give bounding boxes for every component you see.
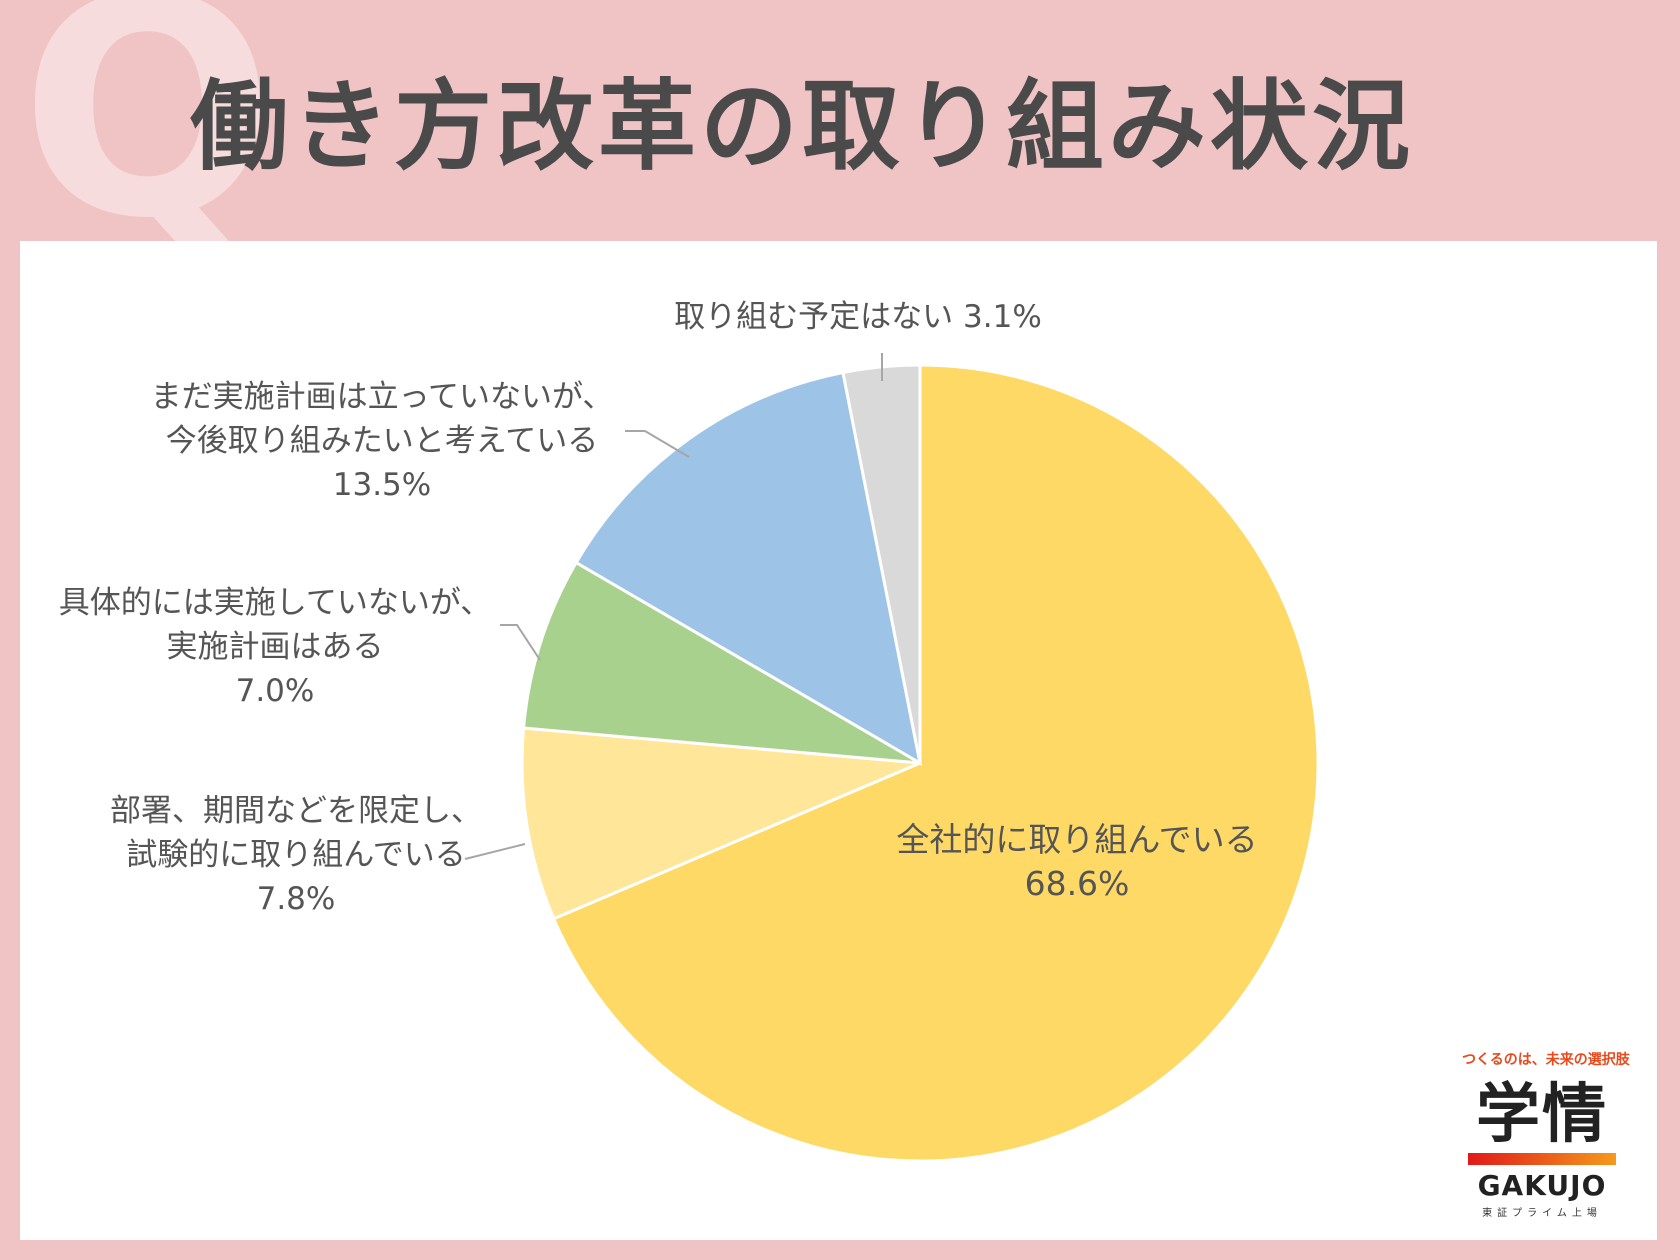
slice-label-5: 取り組む予定はない 3.1% xyxy=(674,299,1042,335)
logo-bar xyxy=(1468,1153,1616,1165)
chart-panel: 全社的に取り組んでいる 68.6% 部署、期間などを限定し、試験的に取り組んでいる 7… xyxy=(20,241,1657,1240)
pie-slice-1 xyxy=(551,363,1320,1163)
slice-label-4: まだ実施計画は立っていないが、今後取り組みたいと考えている 13.5% xyxy=(151,379,614,503)
logo-tagline: つくるのは、未来の選択肢 xyxy=(1462,1052,1630,1068)
q-mark: Q xyxy=(20,0,276,284)
logo-sub: 東証プライム上場 xyxy=(1482,1208,1602,1219)
page-title: 働き方改革の取り組み状況 xyxy=(190,70,1415,184)
pie-chart: 全社的に取り組んでいる 68.6% 部署、期間などを限定し、試験的に取り組んでいる 7… xyxy=(59,299,1320,1163)
logo-kanji: 学情 xyxy=(1476,1078,1608,1152)
logo-roman: GAKUJO xyxy=(1477,1169,1607,1202)
gakujo-logo: つくるのは、未来の選択肢 学情 GAKUJO 東証プライム上場 xyxy=(1462,1049,1630,1219)
slice-label-3: 具体的には実施していないが、実施計画はある 7.0% xyxy=(59,585,491,709)
leader-line-4 xyxy=(625,430,690,458)
leader-line-3 xyxy=(500,624,541,661)
pie-slice-2 xyxy=(520,726,921,921)
slice-label-2: 部署、期間などを限定し、試験的に取り組んでいる 7.8% xyxy=(110,793,482,917)
pie-slice-4 xyxy=(574,370,923,766)
leader-line-2 xyxy=(464,843,526,860)
slice-label-1: 全社的に取り組んでいる 68.6% xyxy=(896,820,1257,903)
pie-slice-3 xyxy=(521,560,921,765)
